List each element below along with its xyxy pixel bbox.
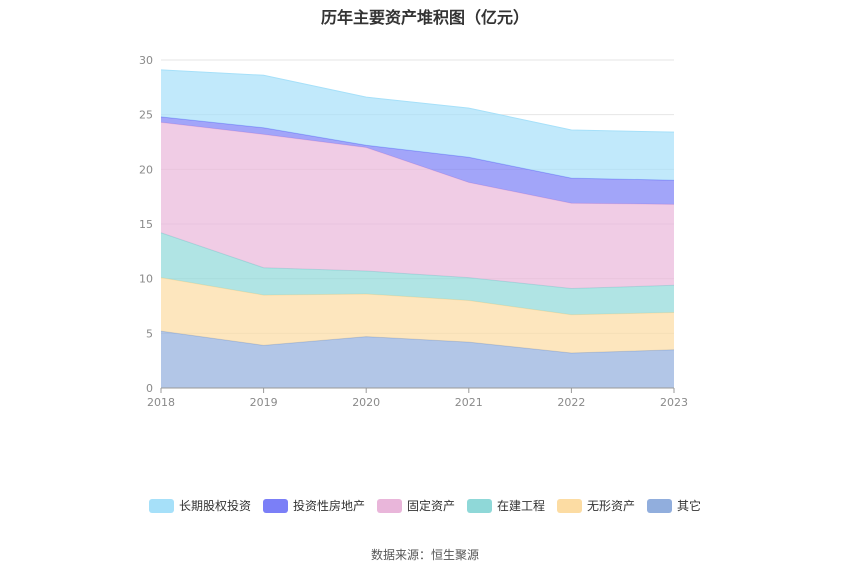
legend-item[interactable]: 在建工程 (467, 497, 545, 514)
x-tick-label: 2018 (147, 396, 175, 409)
x-tick-label: 2022 (557, 396, 585, 409)
legend-label: 长期股权投资 (178, 499, 251, 513)
y-tick-label: 5 (146, 327, 153, 340)
legend-label: 无形资产 (587, 499, 636, 513)
y-tick-label: 0 (146, 382, 153, 395)
y-tick-label: 25 (139, 109, 153, 122)
legend-item[interactable]: 其它 (647, 497, 701, 514)
data-source-note: 数据来源：恒生聚源 (370, 548, 479, 562)
y-tick-label: 15 (139, 218, 153, 231)
x-tick-label: 2023 (660, 396, 688, 409)
area-series-3 (161, 122, 674, 289)
chart-legend: 长期股权投资 投资性房地产 固定资产 在建工程 无形资产 其它 (0, 497, 850, 514)
legend-swatch (647, 498, 673, 513)
x-tick-label: 2019 (250, 396, 278, 409)
area-series (160, 69, 675, 388)
x-tick-label: 2020 (352, 396, 380, 409)
area-series-0 (161, 331, 674, 388)
legend-label: 其它 (677, 499, 702, 513)
area-series-4 (161, 116, 674, 205)
area-series-2 (161, 232, 674, 315)
legend-label: 固定资产 (406, 499, 455, 513)
legend-swatch (376, 498, 402, 513)
area-series-edge-5 (160, 69, 675, 133)
legend-label: 在建工程 (497, 499, 546, 513)
x-tick-label: 2021 (455, 396, 483, 409)
legend-item[interactable]: 投资性房地产 (262, 497, 365, 514)
area-series-edge-3 (160, 121, 675, 205)
y-tick-label: 20 (139, 163, 153, 176)
y-tick-label: 30 (139, 54, 153, 67)
y-tick-label: 10 (139, 273, 153, 286)
chart-title: 历年主要资产堆积图（亿元） (320, 8, 529, 27)
legend-swatch (262, 498, 288, 513)
stacked-area-chart: 0 5 10 15 20 25 30 2018 2019 2020 2021 2022 2023 (139, 54, 688, 409)
legend-label: 投资性房地产 (292, 499, 365, 513)
area-series-5 (161, 69, 674, 181)
area-series-edge-4 (160, 116, 675, 181)
legend-swatch (467, 498, 492, 513)
legend-item[interactable]: 长期股权投资 (148, 497, 251, 514)
legend-swatch (557, 498, 583, 513)
legend-item[interactable]: 无形资产 (557, 497, 635, 514)
legend-swatch (148, 498, 174, 513)
legend-item[interactable]: 固定资产 (376, 497, 455, 514)
axes: 0 5 10 15 20 25 30 2018 2019 2020 2021 2022 2023 (139, 54, 688, 409)
area-series-1 (161, 277, 674, 354)
